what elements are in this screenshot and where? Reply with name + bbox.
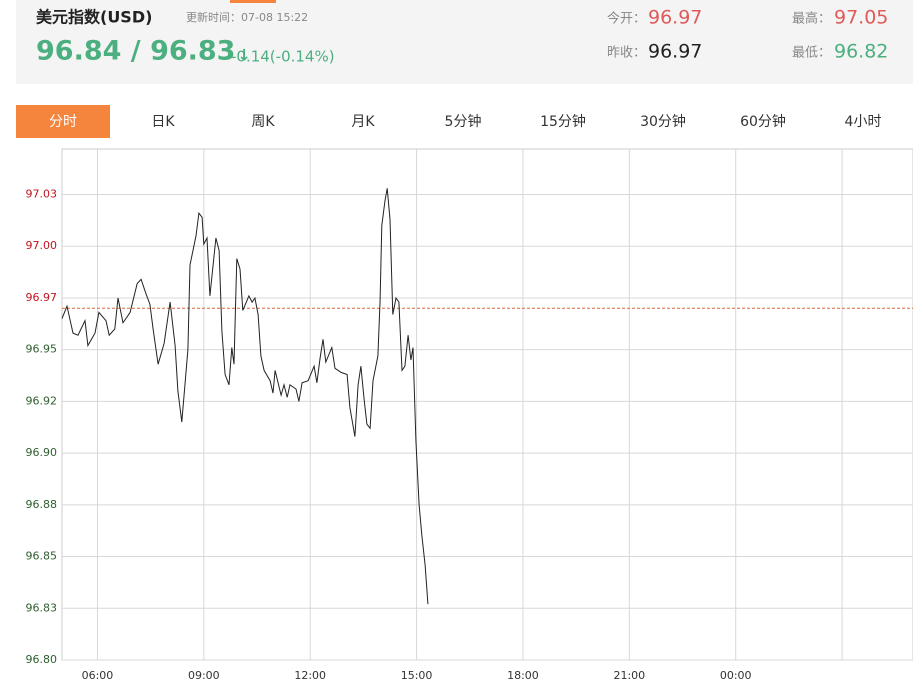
y-tick-label: 96.88 [26, 498, 58, 511]
y-tick-label: 96.83 [26, 601, 58, 614]
stat-label: 昨收： [607, 46, 646, 61]
y-tick-label: 96.80 [26, 653, 58, 666]
y-tick-label: 96.90 [26, 446, 58, 459]
x-tick-label: 18:00 [507, 669, 539, 682]
update-time: 更新时间：07-08 15:22 [186, 10, 308, 24]
stat-value: 97.05 [834, 7, 888, 29]
tab[interactable]: 15分钟 [540, 113, 586, 130]
x-tick-label: 00:00 [720, 669, 752, 682]
price-change: -0.14(-0.14%) [231, 48, 335, 66]
stat-value: 96.97 [648, 41, 702, 63]
tab[interactable]: 30分钟 [640, 113, 686, 130]
x-tick-label: 06:00 [82, 669, 114, 682]
x-tick-label: 21:00 [613, 669, 645, 682]
tabs: 分时 日K 周K 月K 5分钟 15分钟 30分钟 60分钟 4小时 [16, 105, 881, 138]
x-tick-label: 09:00 [188, 669, 220, 682]
tab[interactable]: 60分钟 [740, 113, 786, 130]
price-line [62, 188, 428, 604]
stat-label: 今开： [607, 11, 646, 27]
tab[interactable]: 月K [351, 114, 375, 130]
title: 美元指数(USD) [36, 8, 152, 27]
tab[interactable]: 4小时 [845, 114, 882, 130]
plot-border [62, 149, 913, 660]
tab[interactable]: 周K [251, 114, 275, 130]
y-tick-label: 97.00 [26, 239, 58, 252]
tab[interactable]: 日K [151, 114, 175, 130]
header-accent [230, 0, 276, 3]
y-tick-label: 97.03 [26, 188, 58, 201]
x-tick-label: 15:00 [401, 669, 433, 682]
y-tick-label: 96.92 [26, 394, 58, 407]
stat-label: 最高： [792, 11, 831, 27]
plot: 96.80 96.83 96.85 96.88 96.90 96.92 96.95 96.97… [26, 149, 913, 682]
y-tick-label: 96.95 [26, 343, 58, 356]
stat-value: 96.97 [648, 7, 702, 29]
price: 96.84 / 96.83 [36, 36, 235, 67]
y-tick-label: 96.85 [26, 550, 58, 563]
tab[interactable]: 5分钟 [445, 113, 482, 130]
stat-label: 最低： [792, 46, 831, 61]
x-tick-label: 12:00 [294, 669, 326, 682]
tab[interactable]: 分时 [49, 114, 77, 130]
y-tick-label: 96.97 [26, 291, 58, 304]
stat-value: 96.82 [834, 41, 888, 63]
